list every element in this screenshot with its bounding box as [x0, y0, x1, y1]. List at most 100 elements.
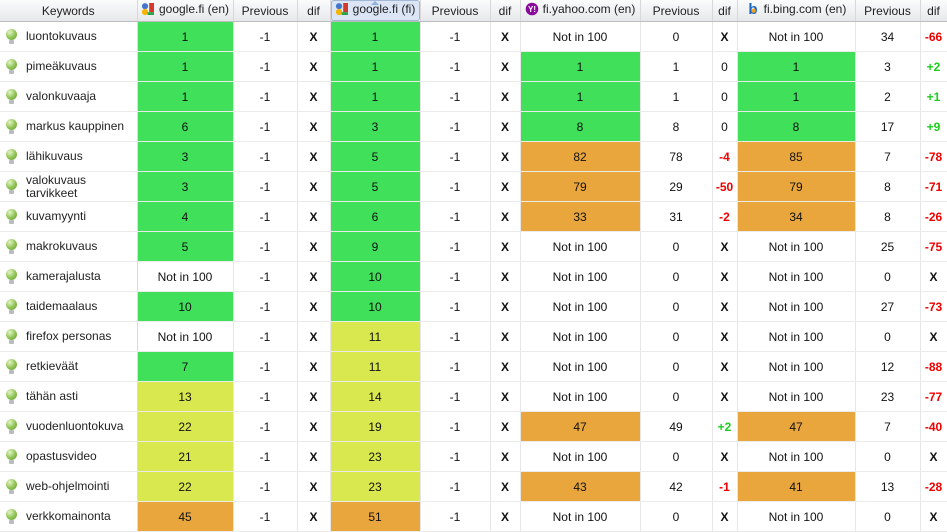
- keyword-cell[interactable]: luontokuvaus: [0, 21, 138, 52]
- rank-value: 23: [330, 472, 420, 501]
- rank-cell: Not in 100: [520, 381, 641, 412]
- dif-value: X: [712, 501, 738, 532]
- column-header-dif[interactable]: dif: [297, 0, 331, 22]
- previous-value: 0: [855, 441, 921, 472]
- keyword-bulb-icon: [6, 299, 17, 314]
- previous-value: 0: [855, 501, 921, 532]
- keyword-cell[interactable]: retkieväät: [0, 351, 138, 382]
- rank-value: 82: [520, 142, 640, 171]
- dif-value: X: [490, 501, 521, 532]
- rank-cell: 1: [330, 81, 421, 112]
- previous-value: -1: [420, 471, 491, 502]
- rank-value: 8: [737, 112, 855, 141]
- previous-value: -1: [233, 141, 298, 172]
- table-row[interactable]: lähikuvaus 3 -1 X 5 -1 X 82 78 -4 85 7 -78: [0, 141, 947, 172]
- rank-value: 79: [737, 172, 855, 201]
- dif-value: +2: [920, 51, 947, 82]
- table-row[interactable]: opastusvideo 21 -1 X 23 -1 X Not in 100 0 X Not in…: [0, 441, 947, 472]
- table-row[interactable]: makrokuvaus 5 -1 X 9 -1 X Not in 100 0 X Not in 10…: [0, 231, 947, 262]
- rank-cell: 1: [737, 51, 856, 82]
- previous-value: -1: [233, 51, 298, 82]
- keyword-cell[interactable]: vuodenluontokuva: [0, 411, 138, 442]
- previous-value: -1: [233, 111, 298, 142]
- keyword-cell[interactable]: lähikuvaus: [0, 141, 138, 172]
- rank-cell: 1: [330, 21, 421, 52]
- table-row[interactable]: pimeäkuvaus 1 -1 X 1 -1 X 1 1 0 1 3 +2: [0, 51, 947, 82]
- column-header-dif[interactable]: dif: [712, 0, 738, 22]
- keyword-cell[interactable]: firefox personas: [0, 321, 138, 352]
- previous-value: 0: [640, 291, 713, 322]
- keyword-cell[interactable]: opastusvideo: [0, 441, 138, 472]
- column-header-previous[interactable]: Previous: [420, 0, 491, 22]
- table-row[interactable]: markus kauppinen 6 -1 X 3 -1 X 8 8 0 8 17 +9: [0, 111, 947, 142]
- keyword-cell[interactable]: makrokuvaus: [0, 231, 138, 262]
- column-header-previous[interactable]: Previous: [233, 0, 298, 22]
- previous-value: 0: [640, 231, 713, 262]
- keyword-cell[interactable]: kuvamyynti: [0, 201, 138, 232]
- rank-value: 5: [330, 142, 420, 171]
- previous-value: 1: [640, 51, 713, 82]
- dif-value: -28: [920, 471, 947, 502]
- table-row[interactable]: verkkomainonta 45 -1 X 51 -1 X Not in 100 0 X Not …: [0, 501, 947, 532]
- column-header-previous[interactable]: Previous: [855, 0, 921, 22]
- dif-value: -26: [920, 201, 947, 232]
- dif-value: X: [490, 291, 521, 322]
- column-header-label: fi.yahoo.com (en): [542, 2, 636, 16]
- previous-value: 42: [640, 471, 713, 502]
- table-row[interactable]: tähän asti 13 -1 X 14 -1 X Not in 100 0 X Not in 1…: [0, 381, 947, 412]
- column-header-previous[interactable]: Previous: [640, 0, 713, 22]
- column-header-google-fi-fi[interactable]: google.fi (fi): [330, 0, 421, 22]
- rank-cell: Not in 100: [737, 351, 856, 382]
- table-row[interactable]: kamerajalusta Not in 100 -1 X 10 -1 X Not in 10…: [0, 261, 947, 292]
- dif-value: -66: [920, 21, 947, 52]
- dif-value: X: [490, 441, 521, 472]
- keyword-cell[interactable]: taidemaalaus: [0, 291, 138, 322]
- dif-value: X: [297, 411, 331, 442]
- keyword-bulb-icon: [6, 29, 17, 44]
- rank-cell: 1: [520, 81, 641, 112]
- dif-value: X: [712, 291, 738, 322]
- keyword-label: web-ohjelmointi: [26, 479, 110, 493]
- keyword-cell[interactable]: tähän asti: [0, 381, 138, 412]
- rank-cell: 7: [137, 351, 234, 382]
- column-header-google-fi-en[interactable]: google.fi (en): [137, 0, 234, 22]
- column-header-keywords[interactable]: Keywords: [0, 0, 138, 22]
- dif-value: X: [297, 171, 331, 202]
- table-row[interactable]: firefox personas Not in 100 -1 X 11 -1 X Not in…: [0, 321, 947, 352]
- dif-value: X: [297, 351, 331, 382]
- rank-value: Not in 100: [552, 29, 608, 44]
- keyword-cell[interactable]: markus kauppinen: [0, 111, 138, 142]
- table-row[interactable]: web-ohjelmointi 22 -1 X 23 -1 X 43 42 -1 41 13 -28: [0, 471, 947, 502]
- table-row[interactable]: taidemaalaus 10 -1 X 10 -1 X Not in 100 0 X Not in…: [0, 291, 947, 322]
- keyword-cell[interactable]: valokuvaus tarvikkeet: [0, 171, 138, 202]
- rank-cell: Not in 100: [737, 501, 856, 532]
- table-row[interactable]: vuodenluontokuva 22 -1 X 19 -1 X 47 49 +2 47 7 -40: [0, 411, 947, 442]
- column-header-fi-bing-com-en[interactable]: bfi.bing.com (en): [737, 0, 856, 22]
- keyword-cell[interactable]: valonkuvaaja: [0, 81, 138, 112]
- table-row[interactable]: valonkuvaaja 1 -1 X 1 -1 X 1 1 0 1 2 +1: [0, 81, 947, 112]
- keyword-cell[interactable]: web-ohjelmointi: [0, 471, 138, 502]
- rank-value: 6: [330, 202, 420, 231]
- keyword-cell[interactable]: verkkomainonta: [0, 501, 138, 532]
- dif-value: -1: [712, 471, 738, 502]
- table-row[interactable]: valokuvaus tarvikkeet 3 -1 X 5 -1 X 79 29 -50 79 8-…: [0, 171, 947, 202]
- column-header-label: google.fi (fi): [352, 2, 416, 16]
- previous-value: -1: [420, 351, 491, 382]
- previous-value: 7: [855, 141, 921, 172]
- table-row[interactable]: retkieväät 7 -1 X 11 -1 X Not in 100 0 X Not in 10…: [0, 351, 947, 382]
- table-row[interactable]: kuvamyynti 4 -1 X 6 -1 X 33 31 -2 34 8 -26: [0, 201, 947, 232]
- keyword-cell[interactable]: pimeäkuvaus: [0, 51, 138, 82]
- column-header-dif[interactable]: dif: [920, 0, 947, 22]
- column-header-fi-yahoo-com-en[interactable]: Y! fi.yahoo.com (en): [520, 0, 641, 22]
- previous-value: -1: [420, 21, 491, 52]
- rank-cell: 5: [330, 171, 421, 202]
- keyword-cell[interactable]: kamerajalusta: [0, 261, 138, 292]
- rank-value: 45: [137, 502, 233, 531]
- table-row[interactable]: luontokuvaus 1 -1 X 1 -1 X Not in 100 0 X Not in 1…: [0, 21, 947, 52]
- column-header-dif[interactable]: dif: [490, 0, 521, 22]
- previous-value: -1: [233, 261, 298, 292]
- previous-value: -1: [233, 231, 298, 262]
- rank-cell: 8: [737, 111, 856, 142]
- previous-value: 0: [640, 21, 713, 52]
- rank-cell: 1: [137, 21, 234, 52]
